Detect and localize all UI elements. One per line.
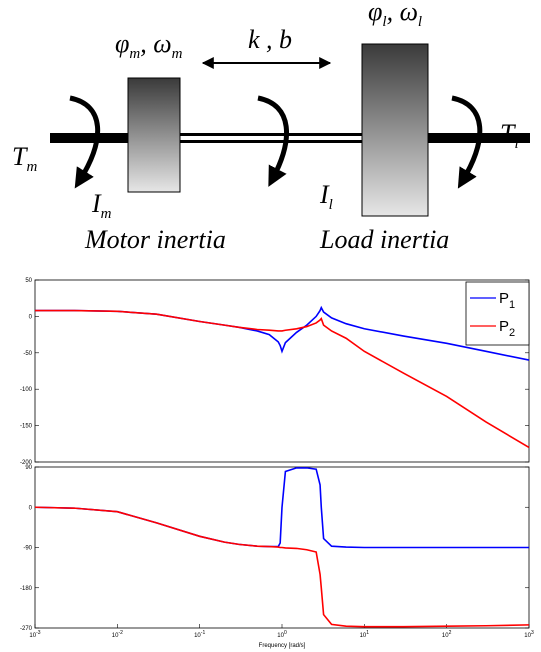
spring-gap (180, 136, 362, 140)
motor-torque: Tm (12, 142, 37, 175)
y-tick-label: -50 (23, 351, 32, 357)
torque-arrow (69, 95, 101, 189)
load-label: φl, ωl (368, 0, 422, 30)
y-tick-label: 50 (25, 278, 32, 284)
x-tick-label: 103 (524, 630, 534, 639)
torque-arrow (257, 95, 289, 187)
x-tick-label: 100 (277, 630, 287, 639)
spring-label: k , b (248, 25, 292, 54)
load-torque: Tl (500, 119, 519, 152)
y-tick-label: -270 (20, 626, 33, 632)
y-tick-label: -200 (20, 460, 33, 466)
plot-area (34, 279, 530, 463)
y-tick-label: 90 (25, 465, 32, 471)
subscript: l (418, 14, 422, 30)
subscript: l (329, 197, 333, 213)
torque-arrow (451, 95, 483, 189)
y-tick-label: -90 (23, 546, 32, 552)
motor-inertia-symbol: Im (91, 189, 112, 222)
subscript: m (129, 46, 140, 62)
legend-label: P1 (499, 290, 515, 311)
y-tick-label: 0 (29, 314, 33, 320)
label-part: I (319, 180, 330, 209)
x-axis-label: Frequency [rad/s] (259, 643, 306, 649)
subscript: l (514, 136, 518, 152)
load-inertia-symbol: Il (319, 180, 333, 213)
x-tick-label: 10-3 (29, 630, 40, 639)
label-part: , ω (387, 0, 418, 26)
x-tick-label: 102 (442, 630, 452, 639)
subscript: l (382, 14, 386, 30)
series-line (34, 506, 530, 628)
x-tick-label: 10-1 (194, 630, 205, 639)
y-tick-label: -100 (20, 387, 33, 393)
load-caption: Load inertia (319, 225, 449, 254)
motor-label: φm, ωm (115, 29, 183, 62)
x-tick-label: 10-2 (112, 630, 123, 639)
motor-caption: Motor inertia (84, 225, 226, 254)
subscript: m (101, 206, 112, 222)
x-tick-label: 101 (360, 630, 370, 639)
legend-label: P2 (499, 318, 515, 339)
label-part: T (500, 119, 516, 148)
label-part: φ (368, 0, 382, 26)
label-part: I (91, 189, 102, 218)
label-part: T (12, 142, 28, 171)
series-line (35, 309, 530, 449)
y-tick-label: -150 (20, 424, 33, 430)
subscript: m (172, 46, 183, 62)
label-part: , ω (140, 29, 171, 58)
subscript: m (26, 159, 37, 175)
label-part: φ (115, 29, 129, 58)
load-inertia-block (361, 43, 429, 217)
motor-inertia-block (127, 77, 181, 193)
y-tick-label: 0 (29, 505, 33, 511)
diagram: φm, ωm k , b φl, ωl Tm Tl Im Il Motor in… (12, 0, 530, 254)
y-tick-label: -180 (20, 586, 33, 592)
legend-box (465, 281, 530, 346)
